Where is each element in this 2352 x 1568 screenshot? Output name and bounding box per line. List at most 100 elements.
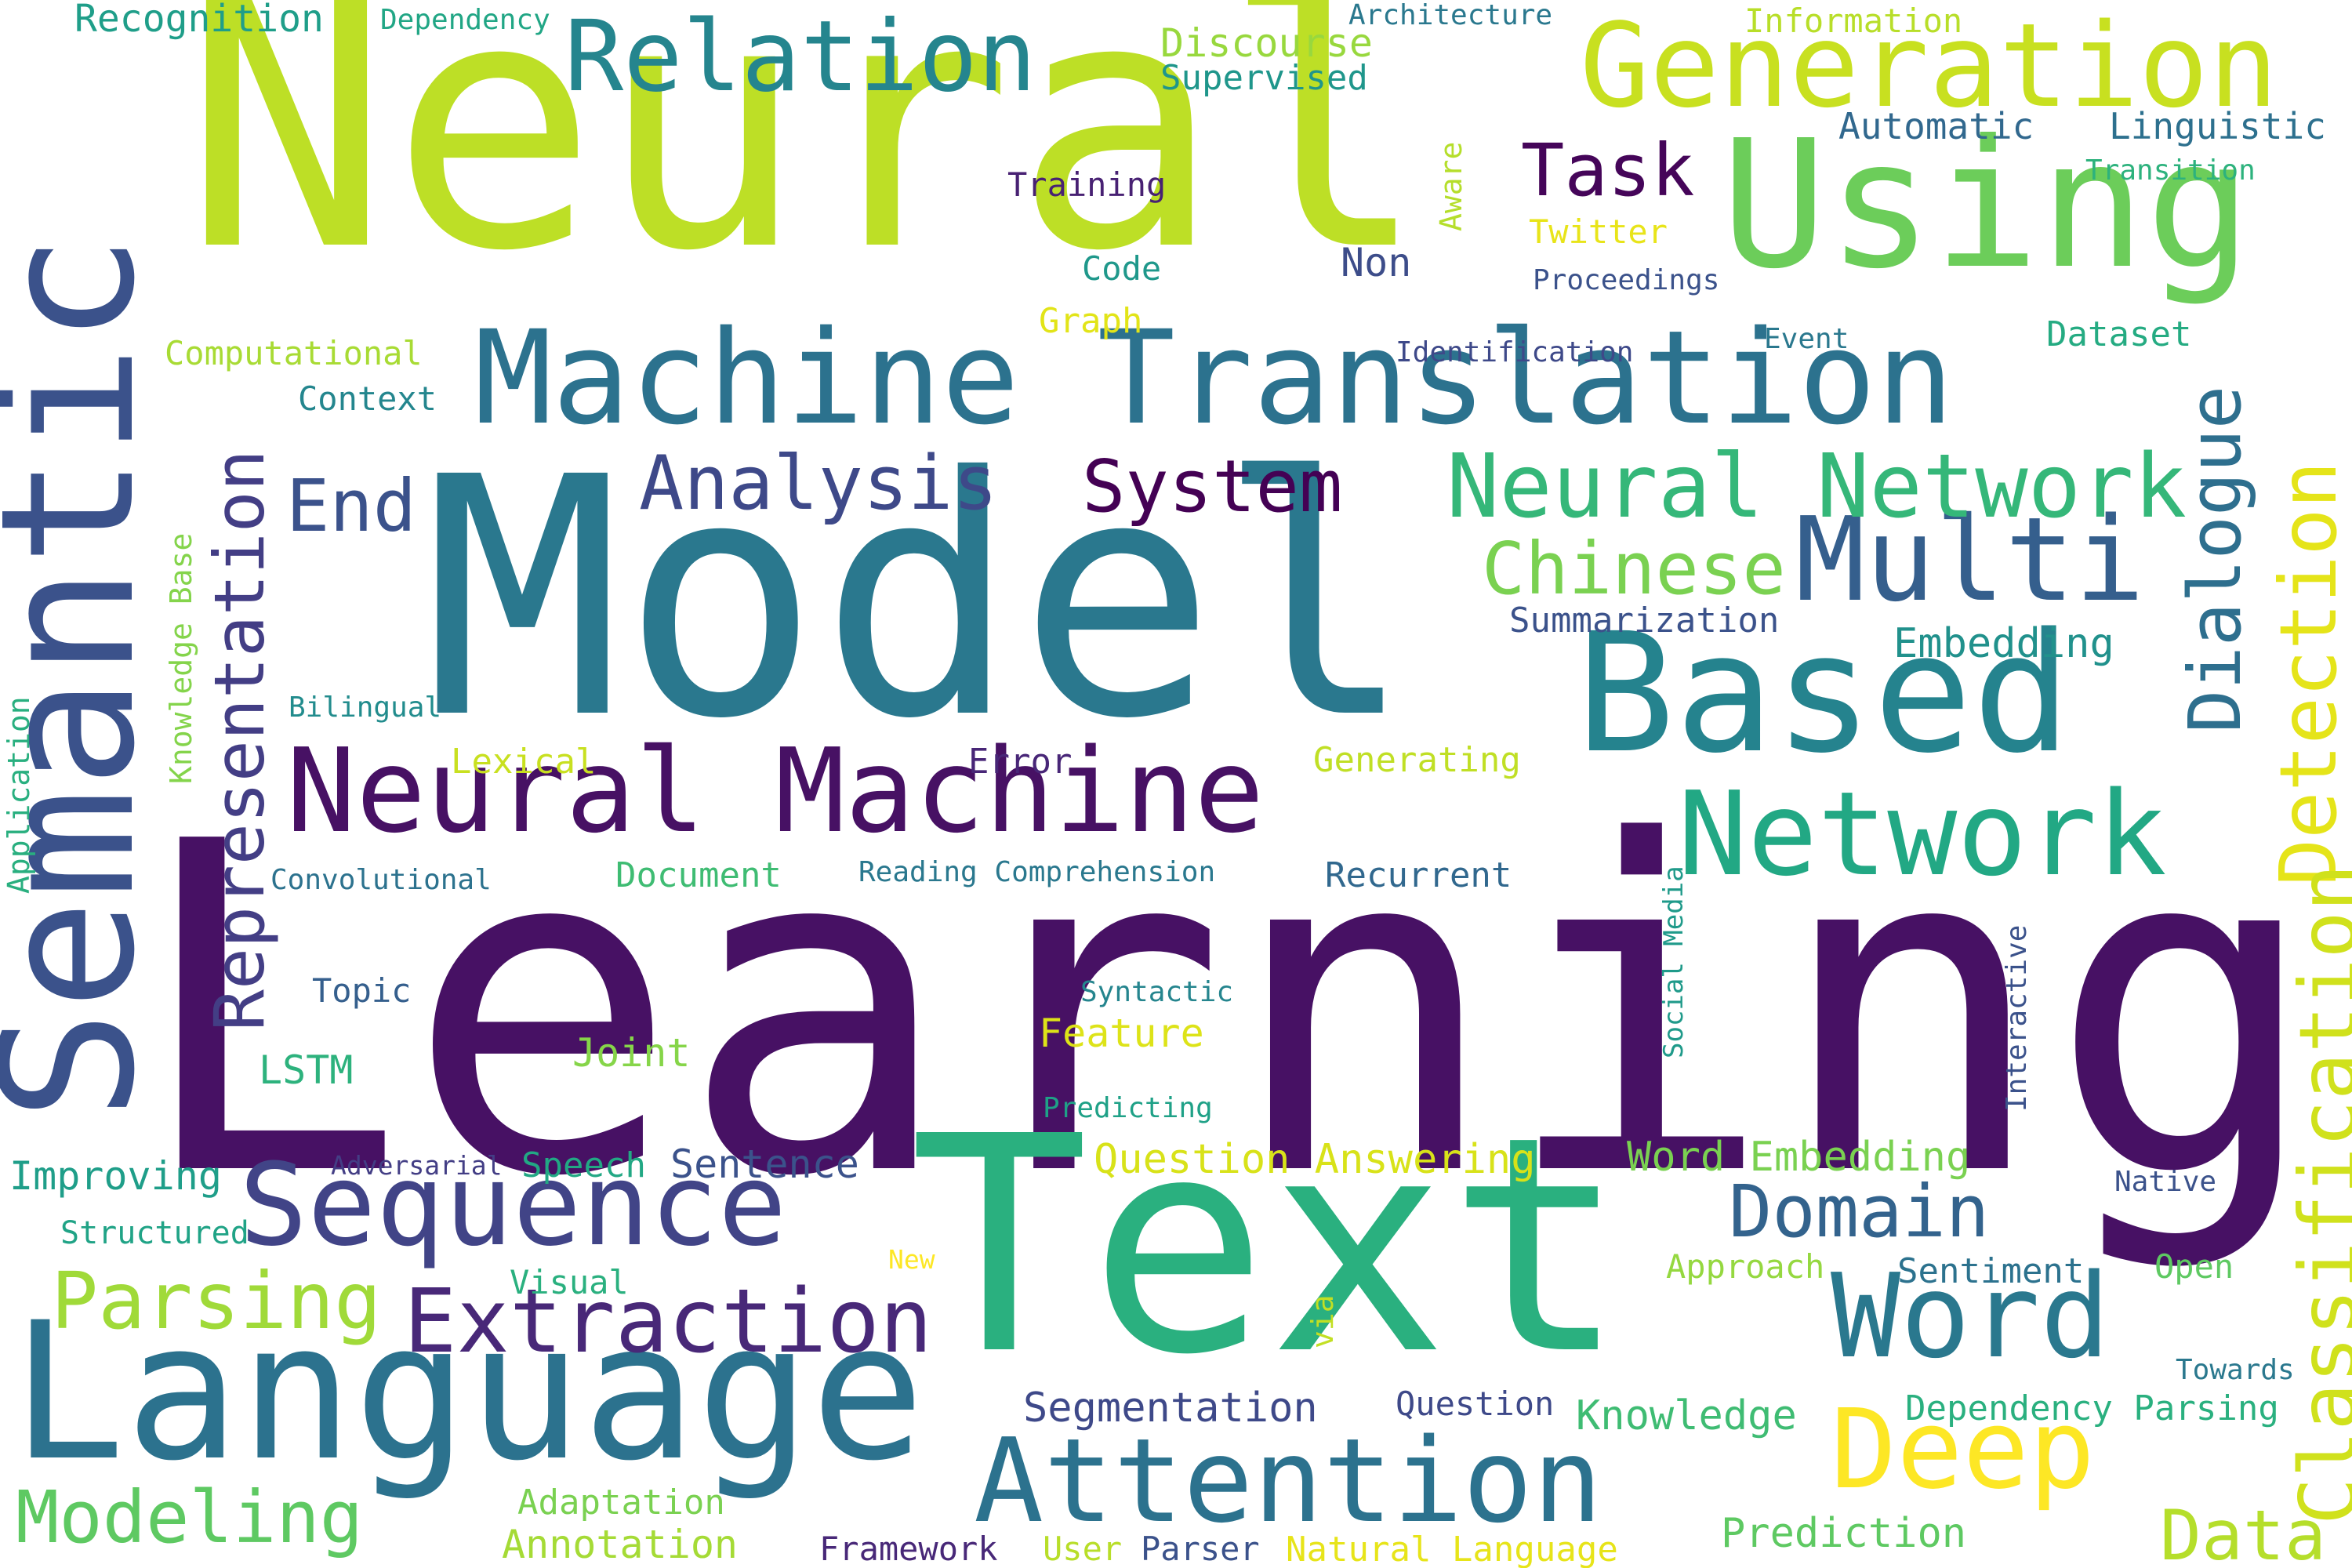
word-graph: Graph: [1039, 301, 1143, 341]
word-structured: Structured: [60, 1215, 249, 1251]
word-dependency: Dependency: [380, 4, 550, 36]
word-adversarial: Adversarial: [331, 1150, 503, 1181]
word-improving: Improving: [9, 1153, 222, 1199]
word-multi: Multi: [1795, 492, 2145, 627]
word-neural-machine: Neural Machine: [286, 724, 1265, 858]
word-open: Open: [2154, 1247, 2234, 1286]
word-adaptation: Adaptation: [517, 1483, 725, 1523]
word-identification: Identification: [1396, 336, 1634, 368]
word-lstm: LSTM: [259, 1047, 354, 1093]
word-word: Word: [1831, 1249, 2111, 1384]
word-twitter: Twitter: [1529, 212, 1668, 251]
word-user: User: [1043, 1530, 1123, 1568]
word-training: Training: [1007, 165, 1167, 204]
word-domain: Domain: [1729, 1170, 1990, 1254]
word-architecture: Architecture: [1348, 0, 1553, 31]
word-chinese: Chinese: [1482, 527, 1786, 611]
word-language: Language: [11, 1282, 925, 1503]
word-non: Non: [1341, 240, 1412, 285]
word-based: Based: [1576, 597, 2072, 789]
word-modeling: Modeling: [16, 1475, 364, 1559]
word-syntactic: Syntactic: [1080, 976, 1234, 1008]
word-segmentation: Segmentation: [1023, 1385, 1318, 1432]
word-prediction: Prediction: [1721, 1510, 1967, 1557]
word-error: Error: [968, 742, 1073, 782]
word-data: Data: [2160, 1495, 2326, 1568]
word-task: Task: [1521, 129, 1695, 212]
word-relation: Relation: [564, 0, 1037, 114]
word-analysis: Analysis: [639, 441, 998, 527]
word-summarization: Summarization: [1509, 601, 1780, 641]
word-aware: Aware: [1434, 141, 1468, 231]
word-code: Code: [1082, 249, 1162, 288]
word-semantic: Semantic: [0, 234, 176, 1121]
word-embedding: Embedding: [1893, 620, 2114, 667]
word-parser: Parser: [1141, 1530, 1260, 1568]
word-dependency-parsing: Dependency Parsing: [1905, 1388, 2279, 1428]
word-context: Context: [298, 379, 437, 418]
word-convolutional: Convolutional: [270, 864, 492, 896]
word-question-answering: Question Answering: [1094, 1136, 1536, 1183]
word-machine-translation: Machine Translation: [474, 303, 1955, 453]
word-neural-network: Neural Network: [1446, 436, 2187, 538]
word-reading-comprehension: Reading Comprehension: [858, 856, 1216, 888]
word-feature: Feature: [1039, 1011, 1204, 1056]
word-end: End: [286, 464, 417, 548]
word-sentence: Sentence: [670, 1142, 859, 1187]
word-sequence: Sequence: [239, 1139, 787, 1272]
word-sentiment: Sentiment: [1897, 1251, 2085, 1291]
word-joint: Joint: [572, 1030, 691, 1076]
word-predicting: Predicting: [1043, 1092, 1213, 1124]
word-approach: Approach: [1666, 1247, 1825, 1286]
word-computational: Computational: [165, 334, 423, 372]
word-generating: Generating: [1313, 740, 1521, 780]
word-speech: Speech: [521, 1145, 646, 1185]
word-linguistic: Linguistic: [2109, 105, 2326, 147]
word-system: System: [1082, 445, 1343, 528]
word-extraction: Extraction: [404, 1271, 933, 1373]
word-social-media: Social Media: [1658, 866, 1690, 1058]
word-network: Network: [1678, 767, 2167, 902]
word-using: Using: [1721, 103, 2252, 308]
word-new: New: [888, 1244, 935, 1275]
word-information: Information: [1744, 2, 1963, 40]
word-neural: Neural: [183, 0, 1429, 326]
word-model: Model: [423, 408, 1415, 791]
word-visual: Visual: [510, 1263, 629, 1301]
word-detection: Detection: [2263, 461, 2352, 886]
word-recurrent: Recurrent: [1325, 855, 1512, 895]
word-classification: Classification: [2282, 864, 2352, 1525]
word-natural-language: Natural Language: [1286, 1530, 1618, 1568]
word-framework: Framework: [819, 1530, 998, 1568]
word-recognition: Recognition: [74, 0, 324, 41]
word-proceedings: Proceedings: [1533, 264, 1720, 296]
word-parsing: Parsing: [51, 1255, 382, 1347]
word-generation: Generation: [1580, 0, 2279, 133]
word-representation: Representation: [199, 449, 280, 1031]
word-lexical: Lexical: [451, 742, 597, 782]
word-annotation: Annotation: [502, 1522, 739, 1567]
word-interactive: Interactive: [2001, 924, 2033, 1112]
word-learning: Learning: [132, 746, 2322, 1276]
word-automatic: Automatic: [1838, 105, 2034, 147]
word-application: Application: [2, 696, 36, 894]
word-knowledge: Knowledge: [1576, 1392, 1797, 1439]
word-document: Document: [615, 855, 782, 895]
word-knowledge-base: Knowledge Base: [164, 532, 198, 784]
word-event: Event: [1764, 323, 1849, 355]
word-question: Question: [1396, 1385, 1555, 1423]
word-deep: Deep: [1831, 1386, 2096, 1514]
word-towards: Towards: [2176, 1354, 2295, 1386]
word-text: Text: [909, 1073, 1628, 1420]
word-dialogue: Dialogue: [2173, 385, 2257, 733]
word-bilingual: Bilingual: [289, 691, 442, 724]
word-native: Native: [2114, 1166, 2217, 1198]
word-dataset: Dataset: [2046, 314, 2192, 354]
word-word-embedding: Word Embedding: [1627, 1134, 1971, 1181]
word-attention: Attention: [974, 1414, 1602, 1548]
word-discourse: Discourse: [1160, 20, 1373, 66]
word-topic: Topic: [312, 971, 412, 1010]
word-via: via: [1305, 1294, 1340, 1348]
word-supervised: Supervised: [1160, 58, 1368, 98]
